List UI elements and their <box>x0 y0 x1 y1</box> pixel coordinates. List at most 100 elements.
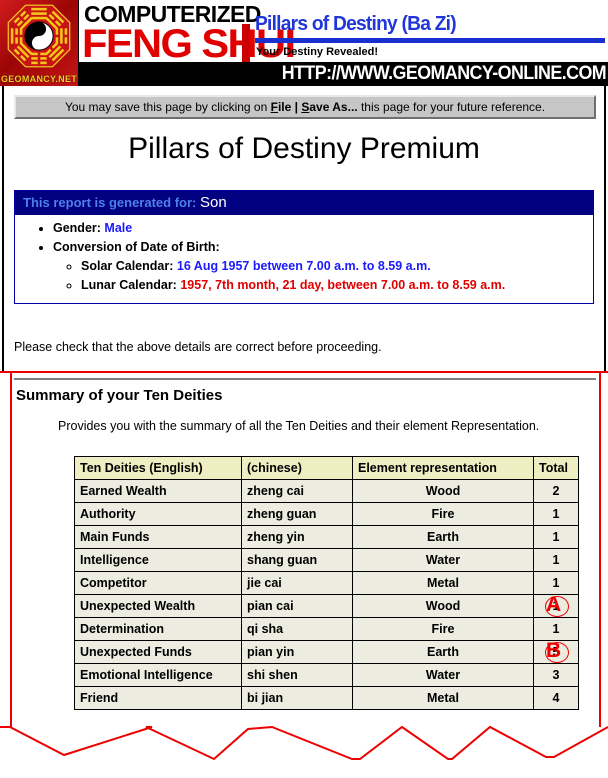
cell-chinese: shi shen <box>241 663 353 687</box>
cell-total: 2 <box>533 479 579 503</box>
cell-total: 1 <box>533 502 579 526</box>
cell-element: Wood <box>352 594 534 618</box>
notice-text-part2: this page for your future reference. <box>357 100 546 114</box>
notice-separator: | <box>291 100 302 114</box>
cell-english: Main Funds <box>74 525 242 549</box>
table-body: Earned Wealth zheng cai Wood 2 Authority… <box>74 479 579 710</box>
cell-element: Water <box>352 548 534 572</box>
list-item-gender: Gender: Male <box>53 219 593 238</box>
page-title: Pillars of Destiny Premium <box>128 132 480 165</box>
table-header-row: Ten Deities (English) (chinese) Element … <box>74 456 579 480</box>
cell-total: 1 <box>533 525 579 549</box>
cell-english: Friend <box>74 686 242 710</box>
table-row: Authority zheng guan Fire 1 <box>74 502 579 526</box>
cell-total: 4 <box>533 686 579 710</box>
lunar-calendar-value: 1957, 7th month, 21 day, between 7.00 a.… <box>180 278 506 292</box>
table-row: Earned Wealth zheng cai Wood 2 <box>74 479 579 503</box>
header-chinese: (chinese) <box>241 456 353 480</box>
gender-label: Gender: <box>53 221 101 235</box>
cell-total: 1 <box>533 548 579 572</box>
ten-deities-table: Ten Deities (English) (chinese) Element … <box>74 456 579 710</box>
cell-chinese: pian cai <box>241 594 353 618</box>
table-row: Determination qi sha Fire 1 <box>74 617 579 641</box>
cell-chinese: pian yin <box>241 640 353 664</box>
cell-element: Metal <box>352 571 534 595</box>
cell-chinese: zheng guan <box>241 502 353 526</box>
cell-english: Emotional Intelligence <box>74 663 242 687</box>
table-row: Unexpected Wealth pian cai Wood 1 <box>74 594 579 618</box>
table-row: Main Funds zheng yin Earth 1 <box>74 525 579 549</box>
lunar-calendar-label: Lunar Calendar: <box>81 278 177 292</box>
brand-computerized: COMPUTERIZED <box>84 1 261 27</box>
page-border-right <box>604 86 606 371</box>
cell-english: Unexpected Wealth <box>74 594 242 618</box>
cell-chinese: zheng cai <box>241 479 353 503</box>
product-tagline: Your Destiny Revealed! <box>256 46 379 58</box>
report-subject-box: This report is generated for: Son Gender… <box>14 190 594 304</box>
cell-total-circled: 5 <box>533 640 579 664</box>
masthead: GEOMANCY.NET COMPUTERIZED FENG SHUI Pill… <box>0 0 608 86</box>
notice-saveas-rest: ave As... <box>309 100 358 114</box>
logo-caption: GEOMANCY.NET <box>0 74 78 84</box>
cell-total: 1 <box>533 617 579 641</box>
cell-element: Earth <box>352 640 534 664</box>
save-page-notice: You may save this page by clicking on Fi… <box>14 95 596 119</box>
product-title: Pillars of Destiny (Ba Zi) <box>255 13 457 35</box>
site-url: HTTP://WWW.GEOMANCY-ONLINE.COM <box>281 63 607 84</box>
report-subject-name: Son <box>200 194 227 211</box>
table-row: Friend bi jian Metal 4 <box>74 686 579 710</box>
cell-english: Earned Wealth <box>74 479 242 503</box>
cell-english: Unexpected Funds <box>74 640 242 664</box>
geomancy-logo: GEOMANCY.NET <box>0 0 79 86</box>
report-detail-list: Gender: Male Conversion of Date of Birth… <box>15 219 593 295</box>
bagua-yinyang-icon <box>7 4 71 68</box>
cell-chinese: zheng yin <box>241 525 353 549</box>
cell-element: Fire <box>352 617 534 641</box>
cell-english: Competitor <box>74 571 242 595</box>
notice-text-part1: You may save this page by clicking on <box>64 100 271 114</box>
table-row: Competitor jie cai Metal 1 <box>74 571 579 595</box>
url-bar: HTTP://WWW.GEOMANCY-ONLINE.COM <box>78 62 608 86</box>
solar-calendar-label: Solar Calendar: <box>81 259 174 273</box>
title-underline-rule <box>255 38 605 43</box>
cell-element: Earth <box>352 525 534 549</box>
annotation-label-a: A <box>546 593 562 616</box>
cell-element: Water <box>352 663 534 687</box>
solar-calendar-value: 16 Aug 1957 between 7.00 a.m. to 8.59 a.… <box>176 259 431 273</box>
header-total: Total <box>533 456 579 480</box>
cell-english: Authority <box>74 502 242 526</box>
verify-details-note: Please check that the above details are … <box>14 340 382 354</box>
list-item-solar-calendar: Solar Calendar: 16 Aug 1957 between 7.00… <box>81 257 593 276</box>
page-border-left <box>2 86 4 371</box>
cell-chinese: jie cai <box>241 571 353 595</box>
table-row: Emotional Intelligence shi shen Water 3 <box>74 663 579 687</box>
annotation-label-b: B <box>546 639 562 662</box>
report-generated-for-label: This report is generated for: <box>23 195 197 210</box>
cell-english: Determination <box>74 617 242 641</box>
section-border-top <box>0 371 608 373</box>
cell-english: Intelligence <box>74 548 242 572</box>
notice-file-rest: ile <box>277 100 292 114</box>
cell-element: Fire <box>352 502 534 526</box>
page-tear-zigzag <box>0 725 608 761</box>
cell-total: 3 <box>533 663 579 687</box>
section-border-left <box>10 371 12 727</box>
cell-chinese: bi jian <box>241 686 353 710</box>
list-item-conversion: Conversion of Date of Birth: Solar Calen… <box>53 238 593 295</box>
section-subtext: Provides you with the summary of all the… <box>58 419 540 433</box>
header-element: Element representation <box>352 456 534 480</box>
notice-saveas-accesskey: S <box>301 100 310 114</box>
section-heading: Summary of your Ten Deities <box>16 387 223 404</box>
table-header: Ten Deities (English) (chinese) Element … <box>74 456 579 480</box>
conversion-label: Conversion of Date of Birth: <box>53 240 220 254</box>
notice-file-accesskey: F <box>270 100 278 114</box>
cell-chinese: shang guan <box>241 548 353 572</box>
calendar-conversion-list: Solar Calendar: 16 Aug 1957 between 7.00… <box>53 257 593 295</box>
cell-total: 1 <box>533 571 579 595</box>
list-item-lunar-calendar: Lunar Calendar: 1957, 7th month, 21 day,… <box>81 276 593 295</box>
gender-value: Male <box>104 221 133 235</box>
red-accent-bar <box>242 24 250 62</box>
cell-element: Wood <box>352 479 534 503</box>
section-border-right <box>599 371 601 727</box>
report-subject-bar: This report is generated for: Son <box>15 191 593 215</box>
